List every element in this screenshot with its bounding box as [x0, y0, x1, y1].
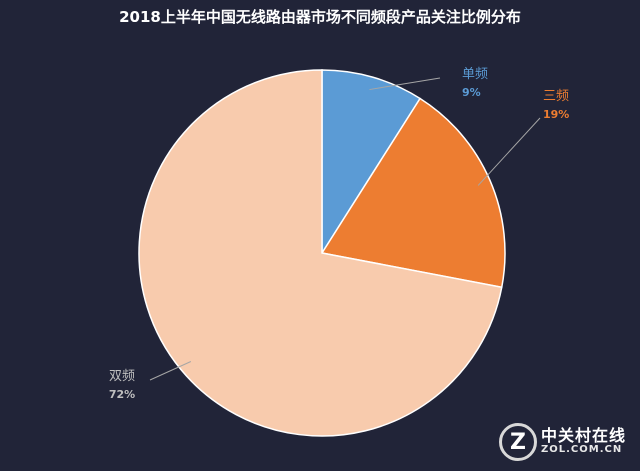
- watermark-text-en: ZOL.COM.CN: [540, 444, 623, 456]
- value-label-slice-2: 19%: [543, 108, 569, 121]
- zol-watermark: Z 中关村在线 ZOL.COM.CN: [498, 423, 626, 461]
- value-label-slice-1: 9%: [462, 86, 481, 99]
- pie-slice-1: [321, 69, 422, 256]
- zol-logo-icon: Z: [498, 423, 537, 461]
- label-slice-1: 单频: [462, 67, 488, 82]
- pie-slice-3: [138, 69, 503, 437]
- label-slice-3: 双频: [109, 369, 135, 384]
- leader-line-slice-2: [477, 117, 541, 186]
- chart-title: 2018上半年中国无线路由器市场不同频段产品关注比例分布: [119, 8, 521, 26]
- label-slice-2: 三频: [543, 89, 569, 104]
- leader-line-slice-1: [369, 77, 441, 91]
- watermark-text-cn: 中关村在线: [540, 426, 626, 446]
- value-label-slice-3: 72%: [109, 388, 135, 401]
- pie-slice-2: [320, 97, 506, 289]
- leader-line-slice-3: [149, 361, 192, 381]
